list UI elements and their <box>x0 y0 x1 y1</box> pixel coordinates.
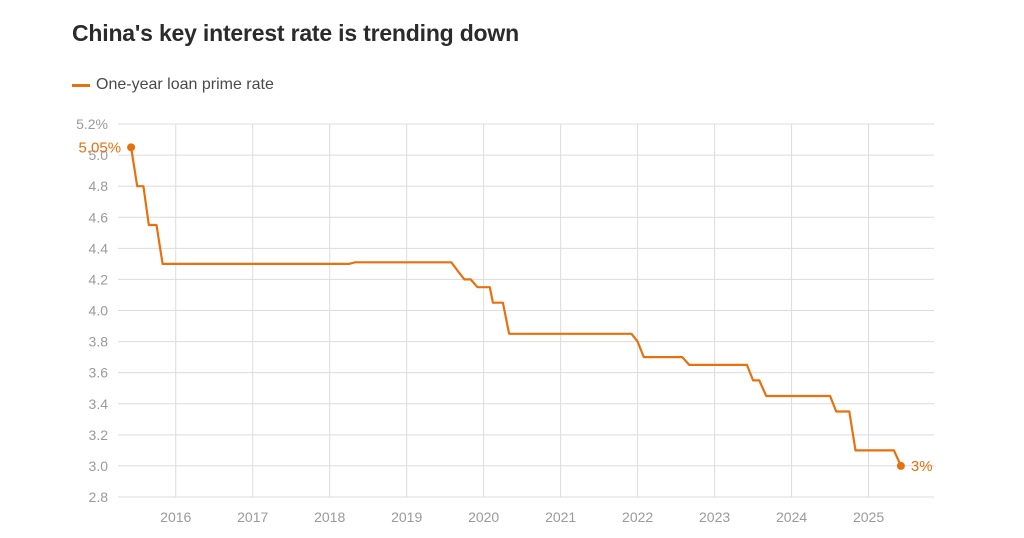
legend-label: One-year loan prime rate <box>96 76 274 93</box>
series-line-0 <box>130 146 902 467</box>
x-tick-label: 2020 <box>468 509 499 525</box>
y-tick-label: 2.8 <box>89 489 109 505</box>
y-tick-label: 4.4 <box>89 240 109 256</box>
y-tick-label: 4.0 <box>89 303 109 319</box>
endpoint-marker <box>127 143 136 152</box>
x-tick-label: 2021 <box>545 509 576 525</box>
y-tick-label: 3.2 <box>89 427 109 443</box>
data-label: 5.05% <box>79 139 122 156</box>
endpoint-marker <box>896 461 905 470</box>
y-tick-label: 3.4 <box>89 396 109 412</box>
annotation-layer: 5.05% 3% <box>79 139 933 475</box>
y-tick-label: 5.0 <box>89 147 109 163</box>
legend-swatch <box>72 83 90 87</box>
chart-title: China's key interest rate is trending do… <box>72 20 519 46</box>
x-tick-label: 2017 <box>237 509 268 525</box>
tick-layer: 2.8 3.0 3.2 3.4 3.6 3.8 4.0 4.2 4.4 4.6 4.8 5.0 5.2%… <box>76 116 884 525</box>
legend: One-year loan prime rate <box>72 76 274 94</box>
x-tick-label: 2022 <box>622 509 653 525</box>
grid-layer <box>118 123 934 498</box>
x-tick-label: 2018 <box>314 509 345 525</box>
x-tick-label: 2016 <box>160 509 191 525</box>
x-tick-label: 2019 <box>391 509 422 525</box>
y-tick-label: 3.6 <box>89 365 109 381</box>
data-label: 3% <box>911 458 933 475</box>
series-layer <box>130 146 902 467</box>
x-tick-label: 2024 <box>776 509 807 525</box>
y-tick-label: 3.8 <box>89 334 109 350</box>
y-tick-label: 5.2% <box>76 116 108 132</box>
x-tick-label: 2025 <box>853 509 884 525</box>
y-tick-label: 4.8 <box>89 178 109 194</box>
y-tick-label: 4.6 <box>89 209 109 225</box>
y-tick-label: 4.2 <box>89 271 109 287</box>
x-tick-label: 2023 <box>699 509 730 525</box>
y-tick-label: 3.0 <box>89 458 109 474</box>
